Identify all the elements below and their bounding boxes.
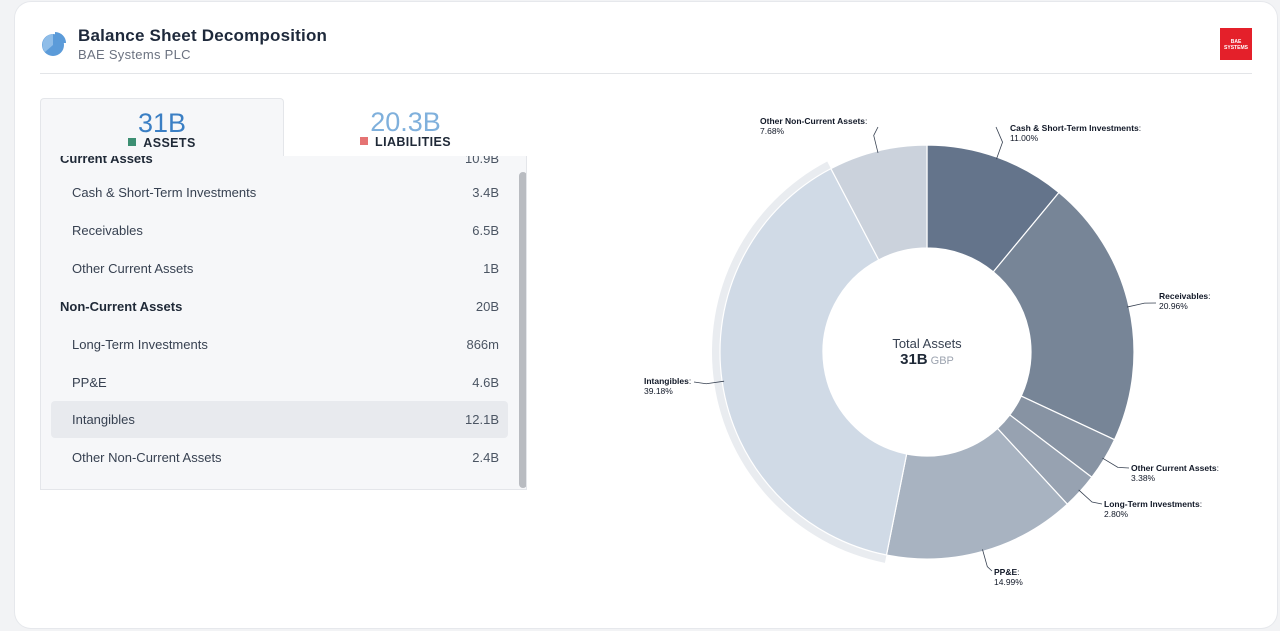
pie-chart-icon [42, 32, 66, 56]
slice-label-intangibles: Intangibles: 39.18% [644, 376, 692, 396]
list-item-receivables[interactable]: Receivables 6.5B [51, 212, 508, 249]
asset-breakdown-list: Current Assets 10.9B Cash & Short-Term I… [40, 156, 527, 490]
donut-slice[interactable] [885, 427, 1069, 560]
tab-assets[interactable]: 31B ASSETS [40, 98, 284, 158]
tab-liabilities[interactable]: 20.3B LIABILITIES [284, 98, 527, 156]
liabilities-tab-label: LIABILITIES [375, 135, 451, 149]
list-item-value: 3.4B [472, 185, 499, 200]
slice-leader-line [982, 549, 993, 572]
slice-leader-line [1126, 302, 1157, 308]
company-name: BAE Systems PLC [78, 47, 191, 62]
slice-label-other-current-assets: Other Current Assets: 3.38% [1131, 463, 1220, 483]
assets-legend-swatch [128, 138, 137, 146]
slice-leader-line [995, 126, 1003, 160]
list-item-label: Cash & Short-Term Investments [72, 185, 257, 200]
slice-label-long-term-investments: Long-Term Investments: 2.80% [1104, 499, 1203, 519]
center-value: 31B GBP [867, 351, 987, 368]
slice-label-other-non-current-assets: Other Non-Current Assets: 7.68% [760, 116, 868, 136]
list-item-label: Other Non-Current Assets [72, 450, 222, 465]
list-item-cash[interactable]: Cash & Short-Term Investments 3.4B [51, 174, 508, 211]
center-label: Total Assets [892, 336, 962, 351]
center-value-unit: GBP [930, 355, 954, 367]
list-item-other-non-current-assets[interactable]: Other Non-Current Assets 2.4B [51, 439, 508, 476]
slice-label-ppe: PP&E: 14.99% [994, 567, 1023, 587]
list-item-current-assets[interactable]: Current Assets 10.9B [51, 156, 508, 177]
donut-slice[interactable] [992, 191, 1135, 441]
card-header: Balance Sheet Decomposition BAE Systems … [40, 24, 1252, 74]
slice-leader-line [1102, 457, 1130, 469]
list-item-long-term-investments[interactable]: Long-Term Investments 866m [51, 326, 508, 363]
breakdown-panel: 31B ASSETS 20.3B LIABILITIES Current Ass… [40, 98, 527, 490]
list-item-label: Other Current Assets [72, 261, 194, 276]
list-item-ppe[interactable]: PP&E 4.6B [51, 364, 508, 401]
donut-slice[interactable] [830, 144, 928, 261]
company-logo: BAE SYSTEMS [1220, 28, 1252, 60]
list-item-intangibles[interactable]: Intangibles 12.1B [51, 401, 508, 438]
list-item-label: Current Assets [60, 156, 153, 166]
list-item-value: 6.5B [472, 223, 499, 238]
list-item-value: 20B [475, 299, 499, 314]
slice-leader-line [1078, 489, 1103, 505]
list-item-label: Non-Current Assets [60, 299, 183, 314]
slice-leader-line [873, 126, 879, 154]
list-item-value: 4.6B [472, 375, 499, 390]
list-item-label: PP&E [72, 375, 107, 390]
list-item-label: Intangibles [72, 412, 135, 427]
assets-tab-label: ASSETS [143, 136, 196, 150]
list-item-value: 866m [466, 337, 499, 352]
assets-donut-chart: Total Assets 31B GBP Cash & Short-Term In… [640, 95, 1240, 595]
list-item-value: 2.4B [472, 450, 499, 465]
list-item-label: Long-Term Investments [72, 337, 208, 352]
list-item-value: 10.9B [465, 156, 499, 166]
assets-total: 31B [137, 108, 187, 138]
center-value-number: 31B [900, 351, 928, 368]
list-scrollbar[interactable] [519, 172, 526, 488]
list-item-value: 1B [483, 261, 499, 276]
list-item-other-current-assets[interactable]: Other Current Assets 1B [51, 250, 508, 287]
slice-label-cash: Cash & Short-Term Investments: 11.00% [1010, 123, 1142, 143]
page-title: Balance Sheet Decomposition [78, 26, 328, 45]
donut-slice[interactable] [719, 167, 908, 556]
slice-leader-line [693, 380, 725, 385]
list-item-label: Receivables [72, 223, 143, 238]
balance-sheet-card: Balance Sheet Decomposition BAE Systems … [15, 2, 1277, 628]
liabilities-legend-swatch [360, 137, 369, 145]
list-item-value: 12.1B [465, 412, 499, 427]
slice-label-receivables: Receivables: 20.96% [1159, 291, 1211, 311]
donut-svg [693, 126, 1157, 572]
list-item-non-current-assets[interactable]: Non-Current Assets 20B [51, 288, 508, 325]
liabilities-total: 20.3B [370, 107, 441, 137]
